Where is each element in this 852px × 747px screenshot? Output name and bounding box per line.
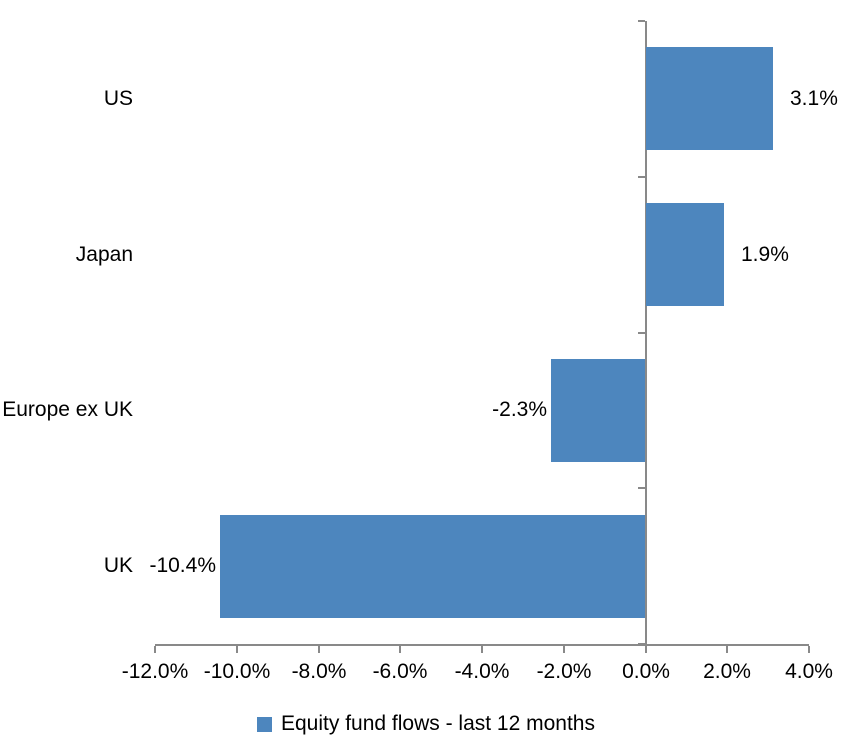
y-axis-tick [638,20,645,22]
category-label-europe-ex-uk: Europe ex UK [2,398,133,421]
x-axis-tick-label: -4.0% [454,660,510,683]
x-axis-tick-label: 2.0% [703,660,751,683]
y-axis-line [645,21,647,646]
x-axis-tick-label: 0.0% [622,660,670,683]
value-label-japan: 1.9% [741,243,789,266]
legend: Equity fund flows - last 12 months [0,711,852,737]
x-axis-tick [481,646,483,653]
x-axis-tick-label: 4.0% [785,660,833,683]
legend-label: Equity fund flows - last 12 months [281,712,595,735]
x-axis-tick [318,646,320,653]
x-axis-tick [808,646,810,653]
x-axis-tick [154,646,156,653]
bar-japan [646,203,724,306]
value-label-us: 3.1% [790,87,838,110]
y-axis-tick [638,176,645,178]
x-axis-tick [563,646,565,653]
y-axis-tick [638,487,645,489]
x-axis-tick [399,646,401,653]
bar-europe-ex-uk [551,359,645,462]
value-label-uk: -10.4% [149,554,216,577]
x-axis-line [155,644,809,646]
y-axis-tick [638,332,645,334]
category-label-uk: UK [103,554,133,577]
x-axis-tick-label: -8.0% [291,660,347,683]
legend-swatch [257,716,272,732]
x-axis-tick [236,646,238,653]
bar-uk [220,515,645,618]
x-axis-tick-label: -12.0% [121,660,189,683]
x-axis-tick [726,646,728,653]
x-axis-tick-label: -2.0% [536,660,592,683]
x-axis-tick [645,646,647,653]
category-label-us: US [103,87,133,110]
category-label-japan: Japan [75,243,133,266]
x-axis-tick-label: -10.0% [203,660,271,683]
value-label-europe-ex-uk: -2.3% [492,398,547,421]
x-axis-tick-label: -6.0% [372,660,428,683]
bar-us [646,47,773,150]
y-axis-tick [638,643,645,645]
